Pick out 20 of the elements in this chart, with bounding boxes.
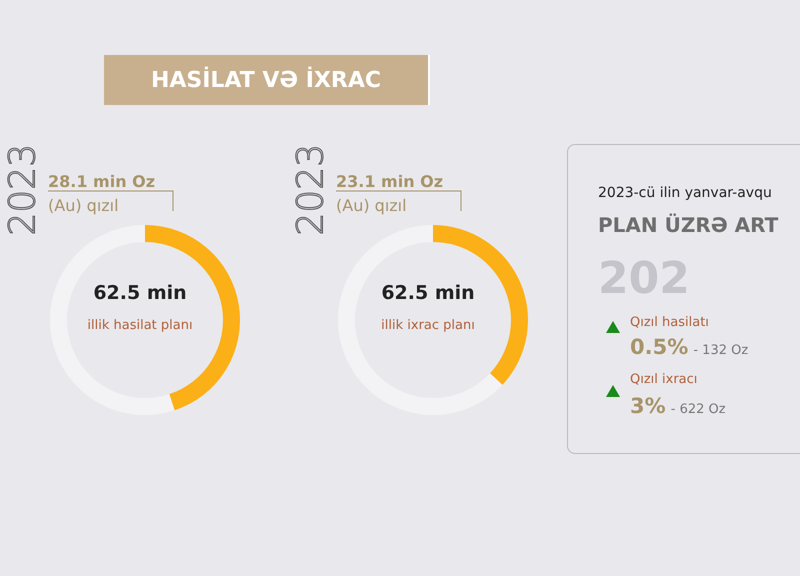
slice-label: (Au) qızıl (48, 196, 119, 215)
text: 62.5 min (92, 282, 188, 304)
text: - 622 Oz (670, 402, 726, 417)
text: illik ixrac planı (380, 318, 476, 333)
data-label: 28.1 min Oz (48, 172, 156, 191)
text: 62.5 min (380, 282, 476, 304)
text: Qızıl hasilatı (630, 315, 709, 330)
text: illik hasilat planı (86, 318, 194, 333)
slice-label: (Au) qızıl (336, 196, 407, 215)
text: PLAN ÜZRƏ ART (598, 213, 778, 237)
data-label: 23.1 min Oz (336, 172, 444, 191)
chart-subtitle: 2023 (290, 144, 332, 236)
donut-slice (338, 225, 502, 415)
text: - 132 Oz (693, 343, 748, 358)
text: 2023-cü ilin yanvar-avqu (598, 185, 772, 201)
text: 3% (630, 394, 666, 418)
chart-title: HASİLAT VƏ İXRAC (104, 55, 430, 105)
text: 0.5% (630, 335, 688, 359)
text: Qızıl ixracı (630, 372, 698, 387)
chart-subtitle: 2023 (2, 144, 44, 236)
